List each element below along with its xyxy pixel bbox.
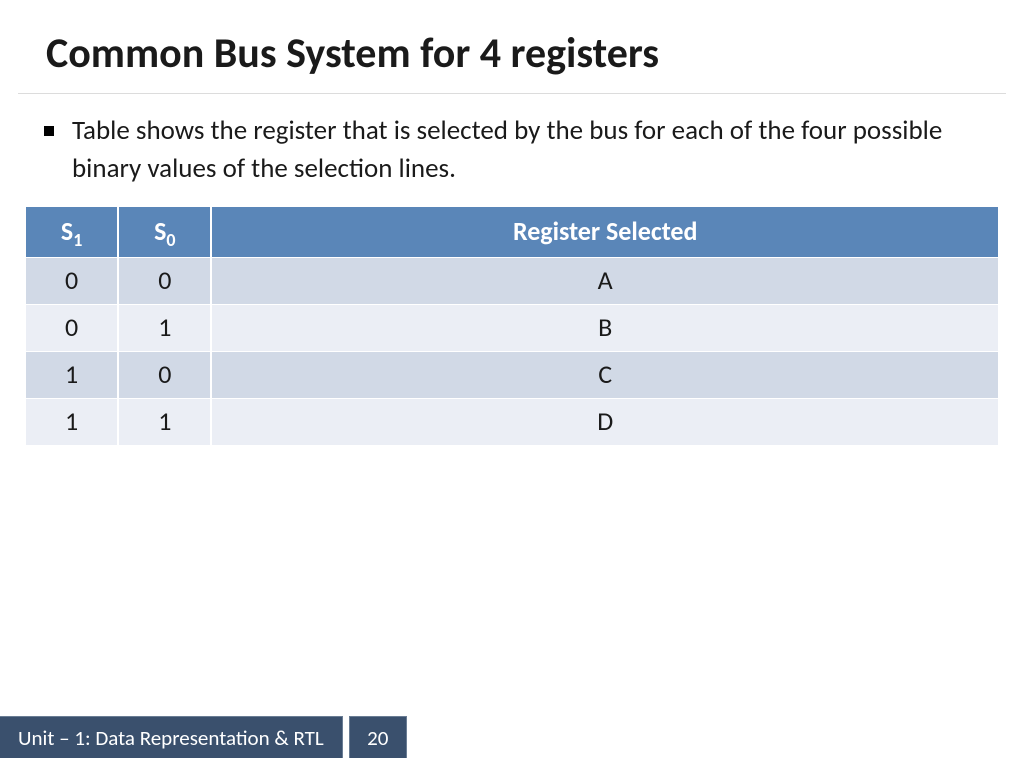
table-row: 0 0 A [26, 258, 998, 304]
bullet-text: Table shows the register that is selecte… [72, 112, 996, 188]
cell-register: C [212, 352, 998, 398]
bullet-list: Table shows the register that is selecte… [0, 94, 1024, 206]
cell-s1: 0 [26, 305, 117, 351]
cell-s1: 0 [26, 258, 117, 304]
cell-s1: 1 [26, 399, 117, 445]
col-header-s1-sub: 1 [73, 229, 82, 251]
table-row: 1 1 D [26, 399, 998, 445]
col-header-s0: S0 [119, 207, 210, 257]
cell-register: A [212, 258, 998, 304]
col-header-s1-base: S [61, 215, 73, 247]
col-header-register: Register Selected [212, 207, 998, 257]
table-row: 0 1 B [26, 305, 998, 351]
footer-unit-label: Unit – 1: Data Representation & RTL [0, 716, 343, 758]
table-row: 1 0 C [26, 352, 998, 398]
cell-s0: 1 [119, 305, 210, 351]
selection-table: S1 S0 Register Selected 0 0 A 0 1 B 1 0 [0, 206, 1024, 446]
cell-s0: 0 [119, 352, 210, 398]
cell-s0: 0 [119, 258, 210, 304]
cell-register: B [212, 305, 998, 351]
slide-title: Common Bus System for 4 registers [18, 0, 1006, 94]
square-bullet-icon [44, 126, 54, 136]
bullet-item: Table shows the register that is selecte… [44, 112, 996, 188]
footer-page-number: 20 [349, 716, 407, 758]
col-header-s1: S1 [26, 207, 117, 257]
cell-s0: 1 [119, 399, 210, 445]
cell-s1: 1 [26, 352, 117, 398]
col-header-s0-sub: 0 [166, 229, 175, 251]
slide-footer: Unit – 1: Data Representation & RTL 20 [0, 716, 407, 758]
cell-register: D [212, 399, 998, 445]
col-header-s0-base: S [154, 215, 166, 247]
